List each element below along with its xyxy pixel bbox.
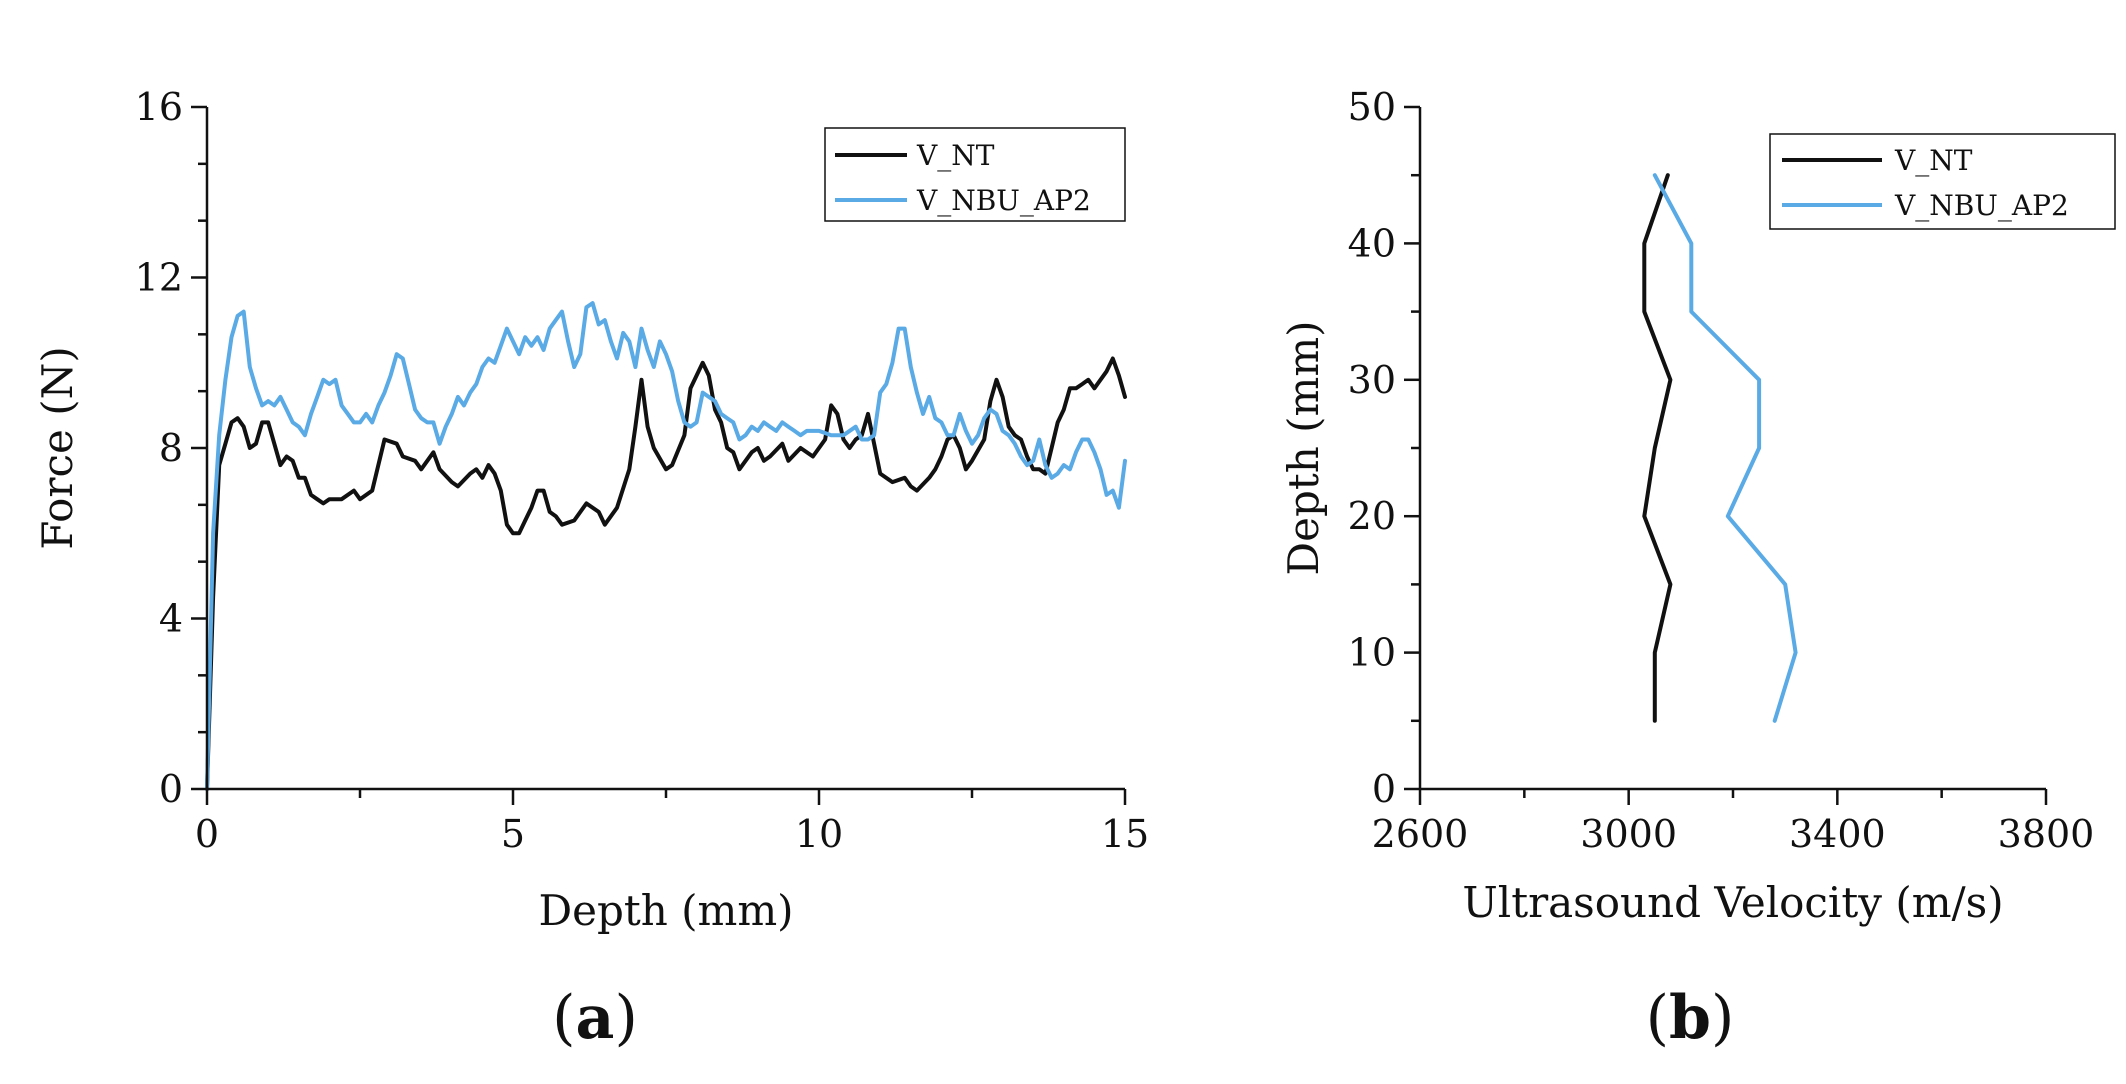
panel-b-series-group <box>1642 173 1798 723</box>
panel-a-ticks: 0 5 10 15 0 4 8 12 16 <box>135 85 1150 856</box>
panel-a-y-tick-label: 12 <box>135 256 183 300</box>
panel-b-legend-box <box>1769 133 2116 230</box>
panel-b-y-axis-label: Depth (mm) <box>1279 320 1328 575</box>
panel-b-legend-label-v-nt: V_NT <box>1894 144 1973 177</box>
panel-a-y-tick-label: 4 <box>159 597 183 641</box>
panel-b-y-tick-label: 10 <box>1348 631 1396 675</box>
panel-a-x-tick-label: 5 <box>501 812 525 856</box>
panel-b-x-tick-label: 2600 <box>1372 812 1469 856</box>
panel-b-x-tick-label: 3000 <box>1580 812 1677 856</box>
panel-a-x-axis-label: Depth (mm) <box>538 886 793 935</box>
panel-b-series-line-v-nt <box>1642 173 1673 723</box>
panel-a-y-tick-label: 8 <box>159 426 183 470</box>
panel-a-x-tick-label: 15 <box>1101 812 1149 856</box>
panel-a-series-group <box>205 301 1127 791</box>
panel-a-legend-label-v-nt: V_NT <box>916 139 995 172</box>
panel-b-x-axis-label: Ultrasound Velocity (m/s) <box>1462 878 2003 927</box>
panel-a-x-tick-label: 0 <box>195 812 219 856</box>
panel-a-legend-box <box>824 127 1126 222</box>
panel-b-ticks: 2600 3000 3400 3800 0 10 20 30 40 50 <box>1348 85 2095 856</box>
panel-b-x-tick-label: 3800 <box>1998 812 2095 856</box>
panel-a-y-tick-label: 0 <box>159 767 183 811</box>
panel-b-y-tick-label: 50 <box>1348 85 1396 129</box>
panel-b-y-tick-label: 20 <box>1348 494 1396 538</box>
panel-a-legend: V_NT V_NBU_AP2 <box>824 127 1126 222</box>
panel-b-series-line-v-nbu-ap2 <box>1652 173 1798 723</box>
panel-b-x-tick-label: 3400 <box>1789 812 1886 856</box>
panel-b-depth-vs-velocity: 2600 3000 3400 3800 0 10 20 30 40 50 Ultrasound V… <box>1279 85 2116 1053</box>
panel-b-legend: V_NT V_NBU_AP2 <box>1769 133 2116 230</box>
panel-b-y-tick-label: 40 <box>1348 221 1396 265</box>
panel-a-legend-label-v-nbu-ap2: V_NBU_AP2 <box>916 184 1091 217</box>
panel-a-label: (a) <box>552 983 638 1053</box>
panel-a-x-tick-label: 10 <box>795 812 843 856</box>
panel-a-force-vs-depth: 0 5 10 15 0 4 8 12 16 Depth (mm) Force (N) V_NT … <box>33 85 1149 1053</box>
panel-a-y-axis-label: Force (N) <box>33 346 82 549</box>
panel-b-y-tick-label: 0 <box>1372 767 1396 811</box>
panel-a-y-tick-label: 16 <box>135 85 183 129</box>
panel-b-legend-label-v-nbu-ap2: V_NBU_AP2 <box>1894 189 2069 222</box>
panel-a-series-line-v-nt <box>205 356 1127 791</box>
panel-b-label: (b) <box>1646 983 1735 1053</box>
panel-a-series-line-v-nbu-ap2 <box>205 301 1127 791</box>
panel-b-y-tick-label: 30 <box>1348 358 1396 402</box>
